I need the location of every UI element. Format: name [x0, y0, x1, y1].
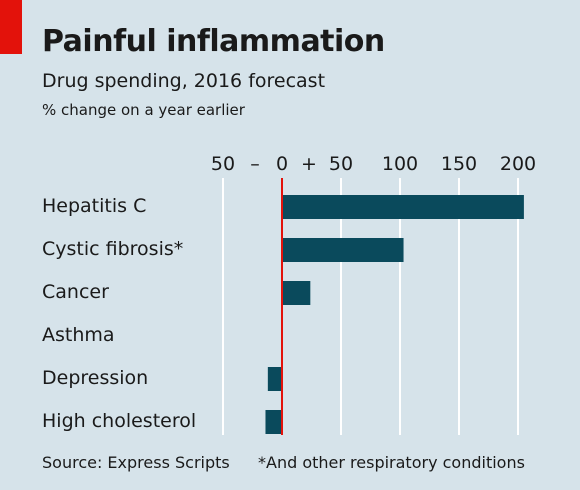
tick-sign-plus: +	[301, 153, 317, 175]
chart-subtitle: Drug spending, 2016 forecast	[42, 70, 326, 92]
bar	[265, 410, 282, 434]
tick-label: 50	[211, 153, 235, 175]
bar	[282, 238, 404, 262]
category-label: High cholesterol	[42, 410, 197, 432]
unit-note: % change on a year earlier	[42, 101, 245, 119]
category-label: Depression	[42, 367, 149, 389]
tick-label: 200	[500, 153, 536, 175]
footnote: *And other respiratory conditions	[258, 453, 525, 472]
tick-label: 50	[329, 153, 353, 175]
category-label: Cancer	[42, 281, 109, 303]
tick-label: 0	[276, 153, 288, 175]
category-label: Cystic fibrosis*	[42, 238, 184, 260]
accent-tab	[0, 0, 22, 54]
bar	[267, 367, 282, 391]
category-label: Asthma	[42, 324, 115, 346]
bar	[282, 195, 524, 219]
chart-title: Painful inflammation	[42, 24, 385, 59]
tick-sign-minus: –	[250, 153, 260, 175]
tick-label: 100	[382, 153, 418, 175]
tick-label: 150	[441, 153, 477, 175]
source-note: Source: Express Scripts	[42, 453, 230, 472]
bar	[282, 281, 311, 305]
category-label: Hepatitis C	[42, 195, 147, 217]
